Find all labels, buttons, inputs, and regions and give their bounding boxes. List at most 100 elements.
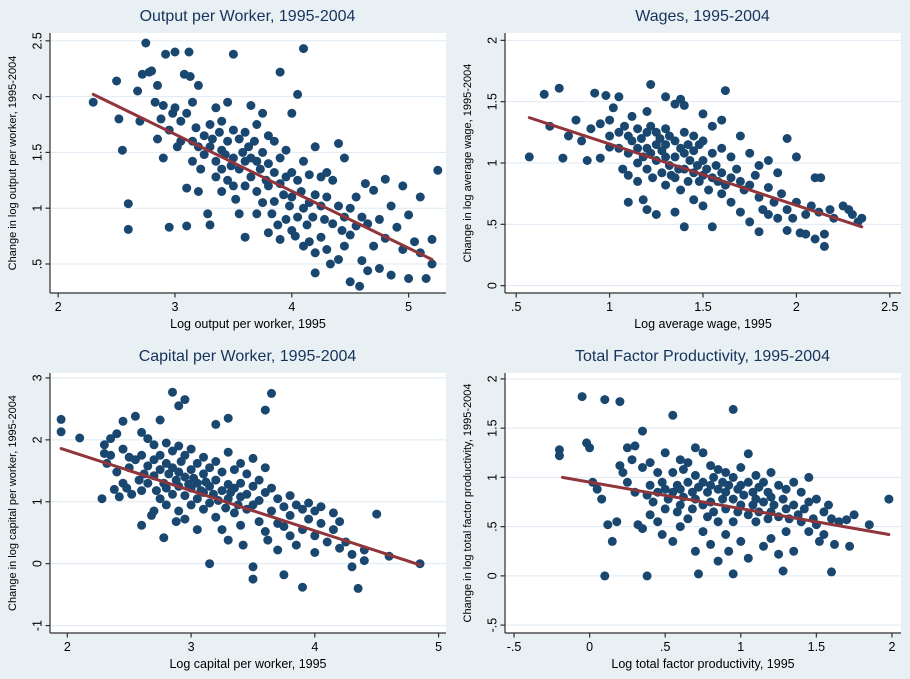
scatter-point <box>633 124 643 134</box>
scatter-point <box>263 159 273 169</box>
scatter-point <box>372 509 382 519</box>
scatter-point <box>675 455 685 465</box>
scatter-point <box>607 536 617 546</box>
scatter-point <box>745 180 755 190</box>
scatter-point <box>207 134 217 144</box>
scatter-point <box>661 140 671 150</box>
scatter-point <box>763 210 773 219</box>
scatter-point <box>171 517 181 527</box>
scatter-point <box>554 83 564 93</box>
scatter-point <box>234 134 244 144</box>
scatter-point <box>193 80 203 90</box>
scatter-point <box>335 543 345 553</box>
scatter-point <box>304 170 314 180</box>
scatter-point <box>668 536 678 546</box>
x-axis-title: Log output per worker, 1995 <box>170 317 326 331</box>
scatter-point <box>763 183 773 192</box>
scatter-point <box>638 195 648 205</box>
scatter-point <box>112 467 122 477</box>
scatter-point <box>180 491 190 501</box>
y-tick-label: 2.5 <box>30 32 44 49</box>
scatter-point <box>732 164 742 174</box>
scatter-point <box>782 205 792 215</box>
scatter-point <box>223 136 233 146</box>
y-tick-label: 3 <box>30 374 44 381</box>
scatter-point <box>143 461 153 471</box>
scatter-point <box>143 434 153 444</box>
scatter-point <box>759 477 768 487</box>
scatter-point <box>577 136 587 146</box>
scatter-point <box>773 213 783 223</box>
scatter-point <box>781 527 791 537</box>
scatter-point <box>796 487 806 497</box>
scatter-point <box>766 492 776 502</box>
scatter-point <box>151 486 161 496</box>
scatter-point <box>322 537 332 547</box>
scatter-point <box>636 134 646 143</box>
scatter-point <box>174 467 184 477</box>
panel-title-capital-per-worker: Capital per Worker, 1995-2004 <box>138 348 357 365</box>
panel-title-wages: Wages, 1995-2004 <box>635 8 770 25</box>
x-tick-label: 3 <box>172 300 179 314</box>
scatter-point <box>679 148 689 158</box>
y-tick-label: -1 <box>30 620 44 631</box>
scatter-point <box>244 142 254 152</box>
x-tick-label: -.5 <box>507 640 522 654</box>
scatter-point <box>825 205 835 215</box>
scatter-point <box>586 124 596 134</box>
scatter-point <box>285 531 295 541</box>
scatter-point <box>334 255 343 264</box>
scatter-point <box>345 277 355 287</box>
scatter-point <box>713 484 723 494</box>
scatter-point <box>799 504 809 514</box>
x-tick-label: 5 <box>435 640 442 654</box>
scatter-point <box>304 514 314 524</box>
scatter-point <box>622 443 632 453</box>
scatter-point <box>137 486 147 496</box>
scatter-point <box>814 536 824 546</box>
x-tick-label: 0 <box>586 640 593 654</box>
scatter-point <box>706 480 716 490</box>
scatter-point <box>273 494 283 504</box>
scatter-point <box>174 401 184 411</box>
scatter-point <box>357 256 367 266</box>
scatter-point <box>653 468 663 477</box>
scatter-point <box>211 103 221 113</box>
scatter-point <box>322 168 332 177</box>
y-tick-label: 1.5 <box>30 144 44 161</box>
scatter-point <box>161 483 171 493</box>
scatter-point <box>615 397 625 407</box>
scatter-point <box>819 229 829 239</box>
scatter-point <box>743 477 753 487</box>
scatter-point <box>595 153 605 163</box>
scatter-point <box>618 164 628 174</box>
scatter-point <box>174 506 184 516</box>
scatter-point <box>777 189 786 199</box>
scatter-point <box>248 453 258 463</box>
scatter-point <box>308 212 318 222</box>
scatter-point <box>199 452 208 462</box>
scatter-point <box>248 481 258 491</box>
scatter-point <box>614 127 624 137</box>
scatter-point <box>582 156 592 165</box>
scatter-point <box>310 142 320 152</box>
scatter-point <box>182 108 192 118</box>
scatter-point <box>254 475 264 485</box>
scatter-point <box>174 441 184 451</box>
scatter-point <box>670 207 680 217</box>
scatter-point <box>675 500 685 510</box>
scatter-point <box>751 494 761 504</box>
scatter-point <box>789 546 799 556</box>
scatter-point <box>211 419 221 429</box>
scatter-point <box>279 522 289 531</box>
scatter-point <box>228 49 238 59</box>
scatter-point <box>702 164 712 174</box>
scatter-point <box>824 500 833 510</box>
scatter-point <box>186 465 196 475</box>
scatter-point <box>316 518 326 528</box>
panel-title-output-per-worker: Output per Worker, 1995-2004 <box>139 8 356 25</box>
scatter-point <box>228 125 238 135</box>
scatter-point <box>186 444 196 454</box>
scatter-point <box>182 221 192 231</box>
scatter-point <box>263 181 273 191</box>
